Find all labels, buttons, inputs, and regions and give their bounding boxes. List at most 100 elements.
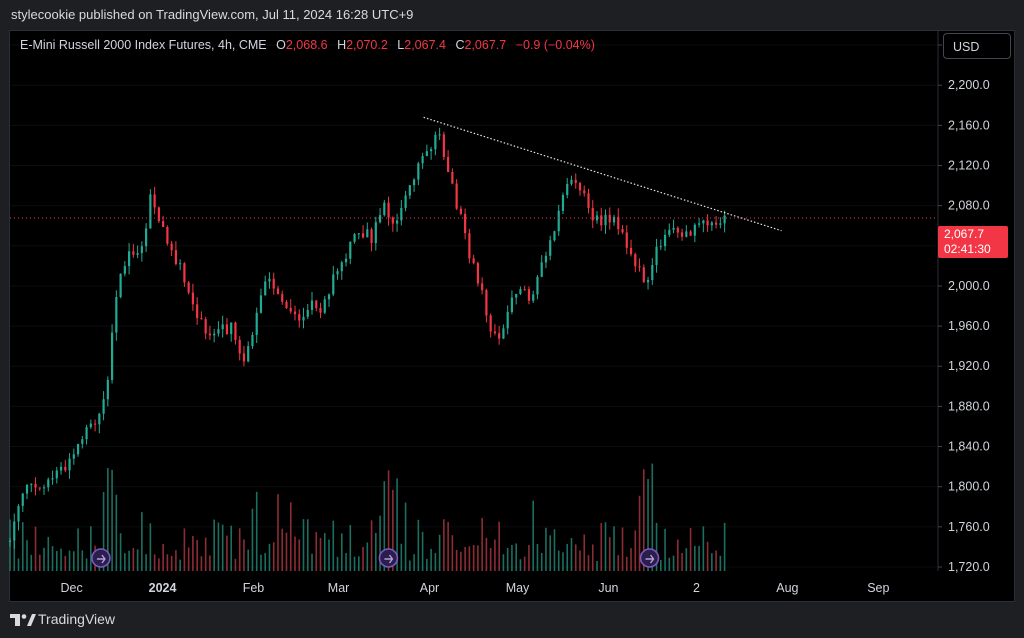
volume-bar [136, 549, 139, 571]
volume-bar [230, 525, 232, 571]
candle-body [64, 466, 67, 471]
price-tick-label: 1,880.0 [948, 399, 990, 413]
candle-body [536, 276, 539, 295]
price-tick-label: 1,760.0 [948, 520, 990, 534]
candle-body [149, 194, 152, 229]
candle-body [706, 220, 709, 226]
volume-bar [255, 491, 258, 571]
price-change: −0.9 (−0.04%) [515, 38, 595, 52]
chart-overlays [10, 116, 937, 568]
volume-bar [30, 554, 33, 571]
volume-bar [340, 533, 343, 571]
publish-text: stylecookie published on TradingView.com… [11, 7, 414, 22]
volume-bar [196, 540, 198, 571]
volume-bar [587, 555, 590, 571]
volume-bar [404, 502, 407, 571]
candle-body [115, 297, 118, 333]
volume-bar [353, 556, 356, 571]
volume-bar [630, 548, 632, 571]
volume-bar [660, 559, 662, 571]
bar-countdown: 02:41:30 [944, 242, 991, 256]
volume-bar [681, 552, 683, 571]
volume-bar [515, 543, 517, 571]
candle-body [162, 221, 165, 228]
volume-bar [294, 536, 296, 571]
candle-body [327, 294, 331, 300]
candle-body [234, 322, 237, 340]
volume-bar [107, 467, 109, 571]
symbol-legend: E-Mini Russell 2000 Index Futures, 4h, C… [20, 38, 595, 52]
volume-bar [600, 523, 603, 571]
event-marker-arrow [96, 554, 106, 564]
volume-bar [583, 534, 586, 571]
volume-bar [443, 519, 445, 571]
volume-bar [55, 551, 58, 571]
event-marker-icon [639, 548, 660, 568]
volume-bar [536, 543, 539, 571]
volume-bar [502, 554, 505, 571]
candle-body [102, 399, 105, 414]
candle-body [557, 210, 560, 232]
candles [8, 127, 726, 549]
volume-bar [77, 528, 79, 571]
volume-bar [379, 515, 381, 571]
candle-body [281, 294, 284, 302]
volume-bar [447, 522, 449, 571]
candle-body [455, 183, 458, 209]
candle-body [361, 233, 365, 238]
symbol-name: E-Mini Russell 2000 Index Futures, 4h, C… [20, 38, 267, 52]
candle-body [655, 246, 658, 266]
volume-bar [545, 527, 547, 571]
candle-body [13, 521, 16, 541]
volume-bar [719, 555, 722, 571]
candle-body [217, 329, 220, 334]
time-tick-label: Apr [420, 581, 439, 595]
volume-bar [689, 527, 692, 571]
candle-body [723, 215, 726, 224]
candle-body [272, 278, 275, 289]
volume-bar [540, 553, 543, 571]
volume-bar [396, 478, 398, 571]
candle-body [668, 229, 671, 235]
candle-body [136, 253, 139, 255]
candle-body [472, 258, 475, 264]
volume-bar [115, 494, 118, 571]
volume-bar [655, 522, 658, 571]
volume-bar [477, 545, 479, 571]
candle-body [378, 215, 382, 223]
candle-body [583, 190, 586, 194]
candle-body [153, 194, 156, 208]
candle-body [715, 222, 718, 225]
time-tick-label: May [506, 581, 530, 595]
candle-body [38, 487, 41, 489]
volume-bar [532, 500, 534, 571]
candle-body [34, 483, 37, 488]
candle-body [489, 315, 492, 332]
price-tick-label: 2,120.0 [948, 158, 990, 172]
currency-button[interactable]: USD [943, 33, 1011, 59]
volume-bar [149, 523, 152, 571]
volume-bar [209, 555, 211, 571]
candle-body [238, 339, 241, 354]
candle-body [459, 208, 462, 214]
candle-body [332, 274, 335, 295]
volume-bar [519, 559, 522, 571]
candle-body [42, 487, 46, 489]
candle-body [302, 316, 305, 321]
candle-body [21, 493, 24, 506]
low-label: L [397, 38, 405, 52]
candle-body [451, 171, 454, 184]
candle-body [319, 308, 322, 313]
gridlines [10, 44, 937, 568]
candle-body [502, 328, 505, 339]
volume-bar [34, 526, 37, 571]
tradingview-logo-icon [10, 614, 36, 626]
time-tick-label: 2024 [149, 581, 177, 595]
candle-body [506, 311, 509, 329]
price-tick-label: 1,720.0 [948, 560, 990, 574]
event-marker-circle [378, 548, 399, 568]
volume-bar [13, 527, 16, 571]
volume-bar [715, 550, 717, 571]
volume-bar [204, 537, 207, 571]
